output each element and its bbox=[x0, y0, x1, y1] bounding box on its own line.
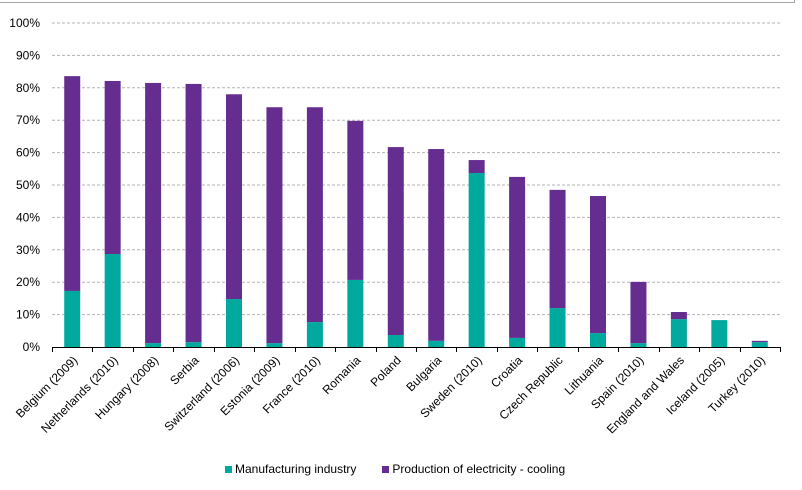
x-category-label: Poland bbox=[368, 353, 404, 389]
gridlines bbox=[52, 22, 780, 316]
x-axis bbox=[52, 347, 781, 352]
legend-label-manufacturing: Manufacturing industry bbox=[235, 462, 357, 476]
bar-segment-manufacturing bbox=[64, 290, 81, 347]
y-tick-label: 0% bbox=[23, 340, 41, 354]
bar-segment-manufacturing bbox=[590, 333, 606, 347]
bar-segment-electricity-cooling bbox=[145, 82, 162, 344]
x-category-label: Serbia bbox=[167, 353, 202, 388]
bar-segment-manufacturing bbox=[387, 335, 404, 347]
bar-segment-electricity-cooling bbox=[468, 160, 485, 174]
y-tick-label: 90% bbox=[16, 48, 40, 62]
y-tick-label: 40% bbox=[16, 210, 40, 224]
bar-segment-electricity-cooling bbox=[266, 107, 283, 344]
bar-segment-manufacturing bbox=[226, 299, 242, 347]
bar-segment-electricity-cooling bbox=[387, 147, 404, 336]
y-tick-label: 60% bbox=[16, 146, 40, 160]
y-axis-ticks: 0% 10% 20% 30% 40% 50% 60% 70% 80% 90% 100% bbox=[9, 16, 40, 354]
y-tick-label: 100% bbox=[9, 16, 40, 30]
bar-segment-manufacturing bbox=[630, 343, 647, 347]
bar-segment-electricity-cooling bbox=[104, 80, 121, 255]
bar-segment-manufacturing bbox=[751, 342, 768, 347]
x-axis-labels: Belgium (2009)Netherlands (2010)Hungary … bbox=[13, 353, 768, 436]
bar-segment-electricity-cooling bbox=[428, 149, 445, 341]
x-category-label: Switzerland (2006) bbox=[161, 353, 242, 434]
y-tick-label: 10% bbox=[16, 308, 40, 322]
legend-swatch-manufacturing bbox=[225, 465, 232, 473]
bar-segment-electricity-cooling bbox=[751, 340, 768, 343]
bar-segment-electricity-cooling bbox=[509, 176, 526, 338]
bars bbox=[64, 76, 768, 347]
bar-segment-electricity-cooling bbox=[630, 281, 647, 344]
x-category-label: England and Wales bbox=[604, 353, 687, 436]
bar-segment-manufacturing bbox=[549, 308, 566, 347]
bar-segment-electricity-cooling bbox=[306, 107, 323, 323]
x-category-label: Croatia bbox=[488, 353, 525, 390]
bar-segment-manufacturing bbox=[711, 320, 728, 347]
y-tick-label: 70% bbox=[16, 113, 40, 127]
y-tick-label: 80% bbox=[16, 81, 40, 95]
legend-item-electricity-cooling: Production of electricity - cooling bbox=[382, 462, 565, 476]
legend-label-electricity-cooling: Production of electricity - cooling bbox=[392, 462, 566, 476]
bar-segment-manufacturing bbox=[347, 279, 364, 347]
bar-segment-manufacturing bbox=[104, 254, 121, 347]
bar-segment-manufacturing bbox=[428, 340, 445, 347]
bar-segment-electricity-cooling bbox=[670, 312, 687, 320]
bar-segment-manufacturing bbox=[468, 173, 485, 347]
bar-segment-electricity-cooling bbox=[185, 83, 202, 343]
x-category-label: Bulgaria bbox=[403, 353, 444, 394]
legend-swatch-electricity-cooling bbox=[382, 465, 390, 473]
bar-segment-manufacturing bbox=[266, 343, 283, 347]
bar-segment-electricity-cooling bbox=[549, 189, 566, 309]
x-category-label: Romania bbox=[320, 353, 364, 397]
legend-item-manufacturing: Manufacturing industry bbox=[225, 462, 356, 476]
bar-segment-electricity-cooling bbox=[226, 94, 242, 300]
chart-frame bbox=[0, 0, 795, 3]
y-tick-label: 20% bbox=[16, 275, 40, 289]
bar-segment-manufacturing bbox=[145, 343, 162, 347]
bar-segment-manufacturing bbox=[670, 319, 687, 347]
bar-segment-electricity-cooling bbox=[590, 196, 606, 334]
y-tick-label: 30% bbox=[16, 243, 40, 257]
bar-segment-manufacturing bbox=[306, 322, 323, 347]
bar-segment-manufacturing bbox=[509, 337, 526, 347]
bar-segment-electricity-cooling bbox=[347, 120, 364, 280]
legend: Manufacturing industry Production of ele… bbox=[225, 462, 565, 476]
x-category-label: Netherlands (2010) bbox=[38, 353, 121, 436]
bar-segment-electricity-cooling bbox=[64, 76, 81, 291]
bar-segment-manufacturing bbox=[185, 342, 202, 347]
y-tick-label: 50% bbox=[16, 178, 40, 192]
